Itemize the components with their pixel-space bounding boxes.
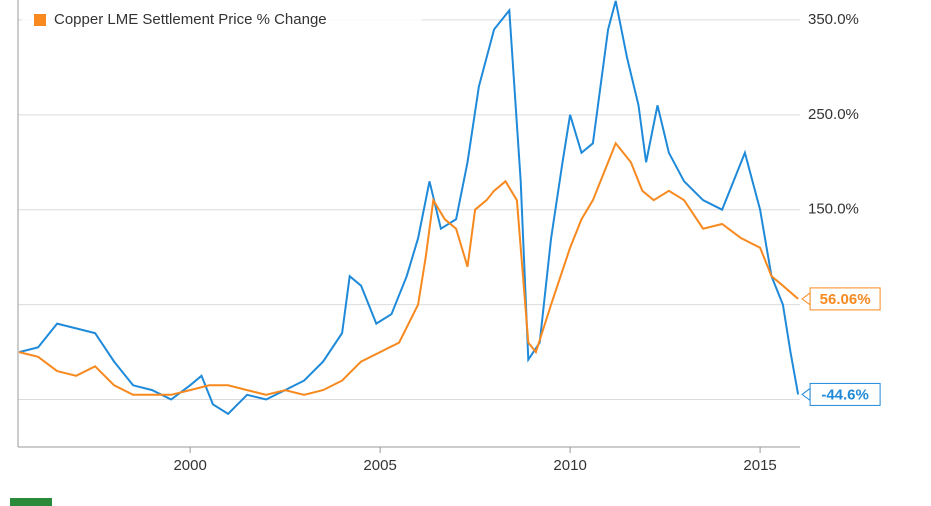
legend-swatch	[34, 14, 46, 26]
x-tick-label: 2015	[743, 457, 776, 474]
value-label-box	[809, 287, 881, 311]
value-label-pointer	[801, 387, 811, 402]
logo	[10, 498, 52, 506]
legend-bg	[22, 4, 422, 36]
value-label: -44.6%	[821, 386, 869, 403]
value-label-pointer	[801, 291, 811, 306]
value-label-box	[809, 382, 881, 406]
line	[18, 141, 799, 396]
y-tick-label: 350.0%	[808, 11, 859, 28]
line	[18, 0, 800, 416]
legend-label: Copper LME Settlement Price % Change	[54, 11, 327, 28]
x-tick-label: 2010	[553, 457, 586, 474]
y-tick-label: 150.0%	[808, 201, 859, 218]
y-tick-label: 250.0%	[808, 106, 859, 123]
x-tick-label: 2005	[363, 457, 396, 474]
x-tick-label: 2000	[173, 457, 206, 474]
value-label: 56.06%	[820, 291, 871, 308]
